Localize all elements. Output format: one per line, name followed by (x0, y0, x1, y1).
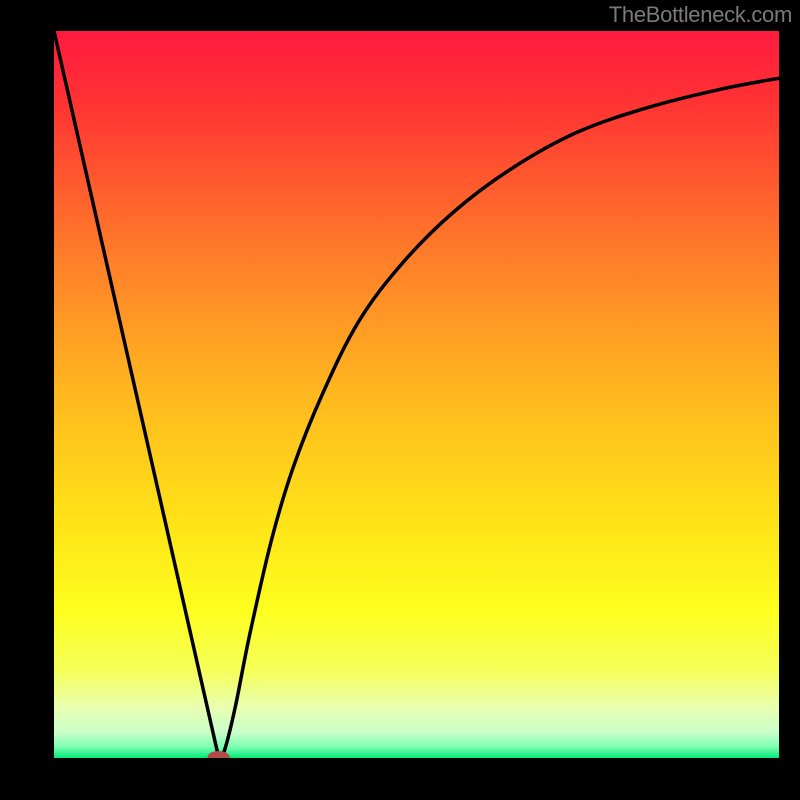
gradient-background (54, 31, 779, 758)
bottleneck-chart (0, 0, 800, 800)
chart-container: TheBottleneck.com (0, 0, 800, 800)
watermark-text: TheBottleneck.com (609, 2, 792, 28)
